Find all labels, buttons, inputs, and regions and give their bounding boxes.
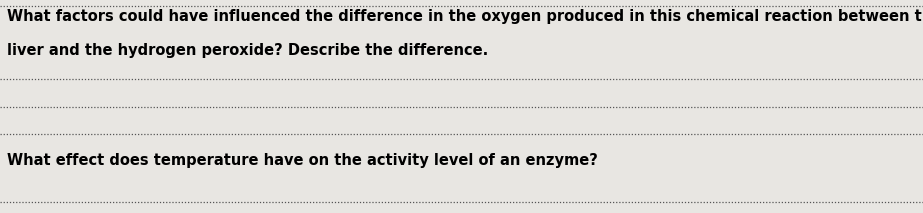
Text: liver and the hydrogen peroxide? Describe the difference.: liver and the hydrogen peroxide? Describ… <box>7 43 488 58</box>
Text: What effect does temperature have on the activity level of an enzyme?: What effect does temperature have on the… <box>7 153 598 168</box>
Text: What factors could have influenced the difference in the oxygen produced in this: What factors could have influenced the d… <box>7 9 923 23</box>
